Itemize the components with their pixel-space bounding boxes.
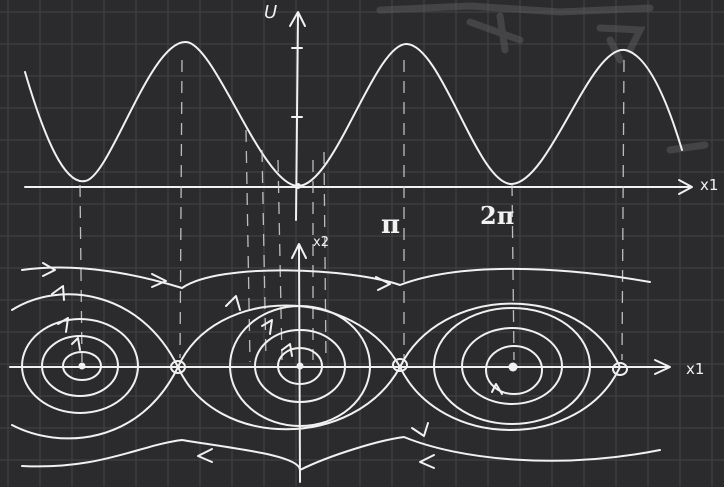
orbit-center1-mid: [41, 335, 119, 397]
center-point-3: [508, 362, 518, 372]
u-axis-label: U: [264, 2, 278, 23]
separatrix-arrow-3: [411, 422, 429, 437]
erased-scribbles: [376, 2, 709, 154]
projection-lines: [79, 59, 625, 363]
separatrix-upper: [11, 293, 621, 368]
x2-axis-arrow: [291, 243, 307, 259]
tick-label-pi: π: [381, 210, 401, 240]
potential-curve: [24, 40, 683, 187]
orbit-center2-arrow-1: [261, 319, 273, 335]
running-orbit-top: [21, 266, 651, 289]
orbit-center3-inner: [485, 345, 543, 395]
orbit-center3-outer: [433, 307, 591, 425]
center-point-2: [296, 362, 304, 370]
running-orbit-bottom: [21, 436, 661, 471]
origin-dot: [295, 183, 301, 189]
orbit-center1-arrow-1: [57, 317, 69, 333]
x1-axis-top-arrow: [678, 179, 693, 195]
orbit-center2-outer: [229, 305, 371, 427]
saddle-point-3: [612, 362, 628, 376]
saddle-point-2: [392, 358, 408, 372]
phase-portrait: [9, 243, 671, 483]
separatrix-arrow-2: [51, 285, 65, 301]
orbit-center1-arrow-2: [71, 337, 81, 351]
orbit-center1-outer: [21, 318, 139, 414]
u-axis-ticks: [291, 47, 303, 118]
x1-axis-label-top: x1: [700, 176, 719, 194]
orbit-center2-arrow-2: [281, 343, 293, 357]
u-axis-arrow: [289, 11, 306, 27]
running-orbit-bottom-arrow-2: [419, 454, 435, 469]
running-orbit-top-arrow-3: [375, 276, 391, 291]
orbit-center2-mid: [254, 329, 346, 403]
tick-label-2pi: 2π: [480, 201, 515, 230]
x1-axis-label-bottom: x1: [686, 360, 705, 378]
potential-plot: [24, 11, 693, 221]
running-orbit-bottom-arrow-1: [197, 448, 213, 463]
x2-axis-label: x2: [313, 235, 329, 250]
running-orbit-top-arrow-1: [42, 262, 56, 277]
center-point-1: [78, 362, 86, 370]
orbit-center3-mid: [461, 327, 563, 405]
x1-axis-bottom-arrow: [654, 359, 671, 375]
orbit-center1-inner: [62, 351, 102, 381]
orbit-center2-inner: [277, 347, 323, 385]
separatrix-arrow-1: [225, 295, 241, 311]
running-orbit-top-arrow-2: [151, 273, 167, 288]
saddle-point-1: [170, 360, 186, 374]
separatrix-lower: [11, 366, 621, 440]
orbit-center3-arrow-1: [491, 383, 503, 395]
